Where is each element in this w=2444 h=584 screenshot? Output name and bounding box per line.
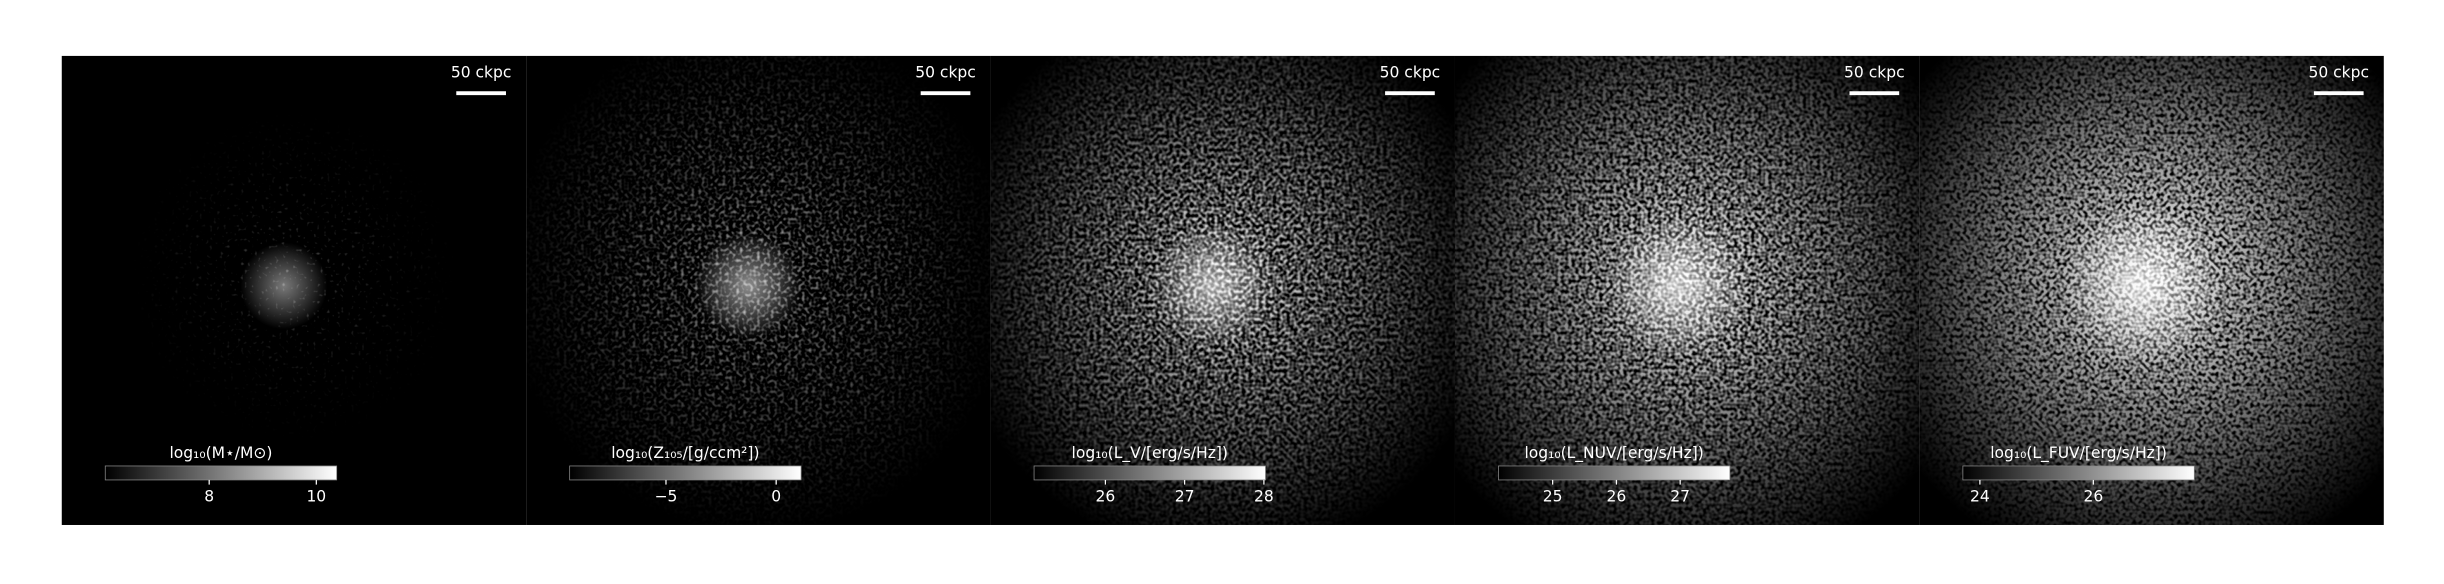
panel: 50 ckpc log₁₀(L_NUV/[erg/s/Hz]) 25 26 27 <box>1454 55 1920 525</box>
colorbar-tick-label: 28 <box>1254 488 1274 506</box>
colorbar <box>1498 465 1731 481</box>
colorbar-tick-label: 27 <box>1670 488 1690 506</box>
colorbar-label: log₁₀(Z₁₀₅/[g/ccm²]) <box>611 444 759 462</box>
image-core <box>1605 214 1749 358</box>
colorbar-tick-label: 26 <box>2083 488 2103 506</box>
panel: 50 ckpc log₁₀(Z₁₀₅/[g/ccm²]) −5 0 <box>526 55 991 525</box>
panel: 50 ckpc log₁₀(L_V/[erg/s/Hz]) 26 27 28 <box>990 55 1455 525</box>
colorbar <box>1033 465 1266 481</box>
colorbar-label: log₁₀(M⋆/M⊙) <box>170 444 273 462</box>
colorbar-tick-label: 27 <box>1175 488 1195 506</box>
scale-bar-label: 50 ckpc <box>2308 64 2369 82</box>
colorbar-tick-label: 24 <box>1970 488 1990 506</box>
panel: 50 ckpc log₁₀(M⋆/M⊙) 8 10 <box>61 55 527 525</box>
colorbar-tick-label: −5 <box>655 488 678 506</box>
colorbar <box>569 465 802 481</box>
image-core <box>2060 205 2223 367</box>
scale-bar-label: 50 ckpc <box>1380 64 1441 82</box>
colorbar-tick-label: 10 <box>306 488 326 506</box>
colorbar-tick-label: 0 <box>771 488 781 506</box>
colorbar-tick-label: 26 <box>1607 488 1627 506</box>
scale-bar-label: 50 ckpc <box>915 64 976 82</box>
colorbar <box>1962 465 2195 481</box>
colorbar-tick-label: 26 <box>1096 488 1116 506</box>
panel: 50 ckpc log₁₀(L_FUV/[erg/s/Hz]) 24 26 <box>1919 55 2384 525</box>
colorbar-tick-label: 8 <box>204 488 214 506</box>
image-core <box>695 232 802 339</box>
colorbar-tick-label: 25 <box>1543 488 1563 506</box>
image-core <box>240 242 328 330</box>
scale-bar-label: 50 ckpc <box>451 64 512 82</box>
colorbar-label: log₁₀(L_V/[erg/s/Hz]) <box>1072 444 1228 463</box>
scale-bar-label: 50 ckpc <box>1844 64 1905 82</box>
colorbar-label: log₁₀(L_NUV/[erg/s/Hz]) <box>1524 444 1703 463</box>
colorbar <box>104 465 338 481</box>
colorbar-label: log₁₀(L_FUV/[erg/s/Hz]) <box>1990 444 2167 463</box>
image-core <box>1150 223 1275 348</box>
